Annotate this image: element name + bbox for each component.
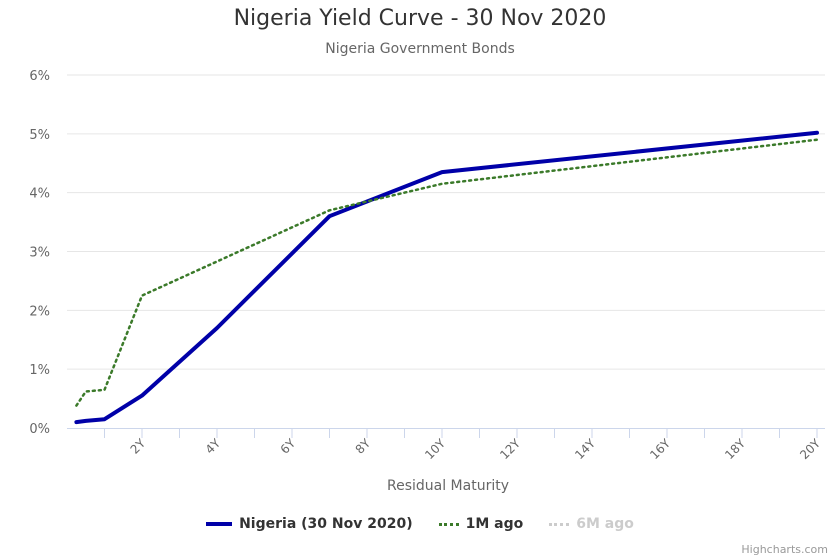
highcharts-credit[interactable]: Highcharts.com — [741, 543, 828, 556]
y-tick-label: 1% — [29, 363, 50, 378]
chart-title: Nigeria Yield Curve - 30 Nov 2020 — [233, 6, 607, 31]
legend-label: 6M ago — [576, 516, 634, 532]
x-tick-label: 14Y — [572, 436, 598, 462]
y-tick-label: 6% — [29, 69, 50, 84]
y-tick-label: 2% — [29, 304, 50, 319]
gridlines — [67, 74, 825, 370]
x-tick-label: 20Y — [797, 436, 823, 462]
dotted-line-icon — [438, 522, 459, 526]
series-line[interactable] — [75, 138, 819, 407]
plot-area: 0% 1% 2% 3% 4% 5% 6% 2Y 4Y 6Y 8Y 10Y 12Y 14Y 16Y 18Y 20… — [29, 69, 825, 494]
x-tick-label: 6Y — [278, 436, 299, 457]
x-tick-label: 18Y — [722, 436, 748, 462]
dotted-line-icon — [549, 522, 570, 526]
y-tick-label: 5% — [29, 128, 50, 143]
legend-item-6m-ago[interactable]: 6M ago — [549, 516, 634, 532]
x-tick-label: 16Y — [647, 436, 673, 462]
y-tick-label: 0% — [29, 422, 50, 437]
x-axis: 2Y 4Y 6Y 8Y 10Y 12Y 14Y 16Y 18Y 20Y — [67, 428, 825, 462]
y-tick-label: 4% — [29, 187, 50, 202]
solid-line-icon — [206, 522, 233, 526]
series-line[interactable] — [74, 130, 819, 425]
series-lines — [74, 130, 819, 425]
legend-label: Nigeria (30 Nov 2020) — [239, 516, 413, 532]
legend: Nigeria (30 Nov 2020) 1M ago 6M ago — [0, 516, 840, 532]
legend-item-1m-ago[interactable]: 1M ago — [438, 516, 524, 532]
legend-label: 1M ago — [465, 516, 524, 532]
y-axis-labels: 0% 1% 2% 3% 4% 5% 6% — [29, 69, 50, 437]
x-tick-label: 8Y — [353, 436, 374, 457]
y-tick-label: 3% — [29, 246, 50, 261]
x-tick-label: 4Y — [203, 436, 224, 457]
chart-subtitle: Nigeria Government Bonds — [325, 41, 515, 57]
x-tick-label: 2Y — [128, 436, 149, 457]
x-tick-label: 10Y — [422, 436, 448, 462]
legend-item-nigeria[interactable]: Nigeria (30 Nov 2020) — [206, 516, 413, 532]
x-axis-title: Residual Maturity — [387, 478, 509, 494]
x-tick-label: 12Y — [497, 436, 523, 462]
